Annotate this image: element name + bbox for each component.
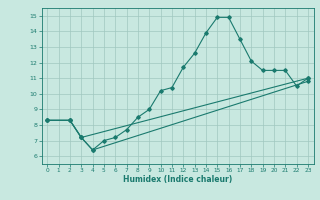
X-axis label: Humidex (Indice chaleur): Humidex (Indice chaleur)	[123, 175, 232, 184]
